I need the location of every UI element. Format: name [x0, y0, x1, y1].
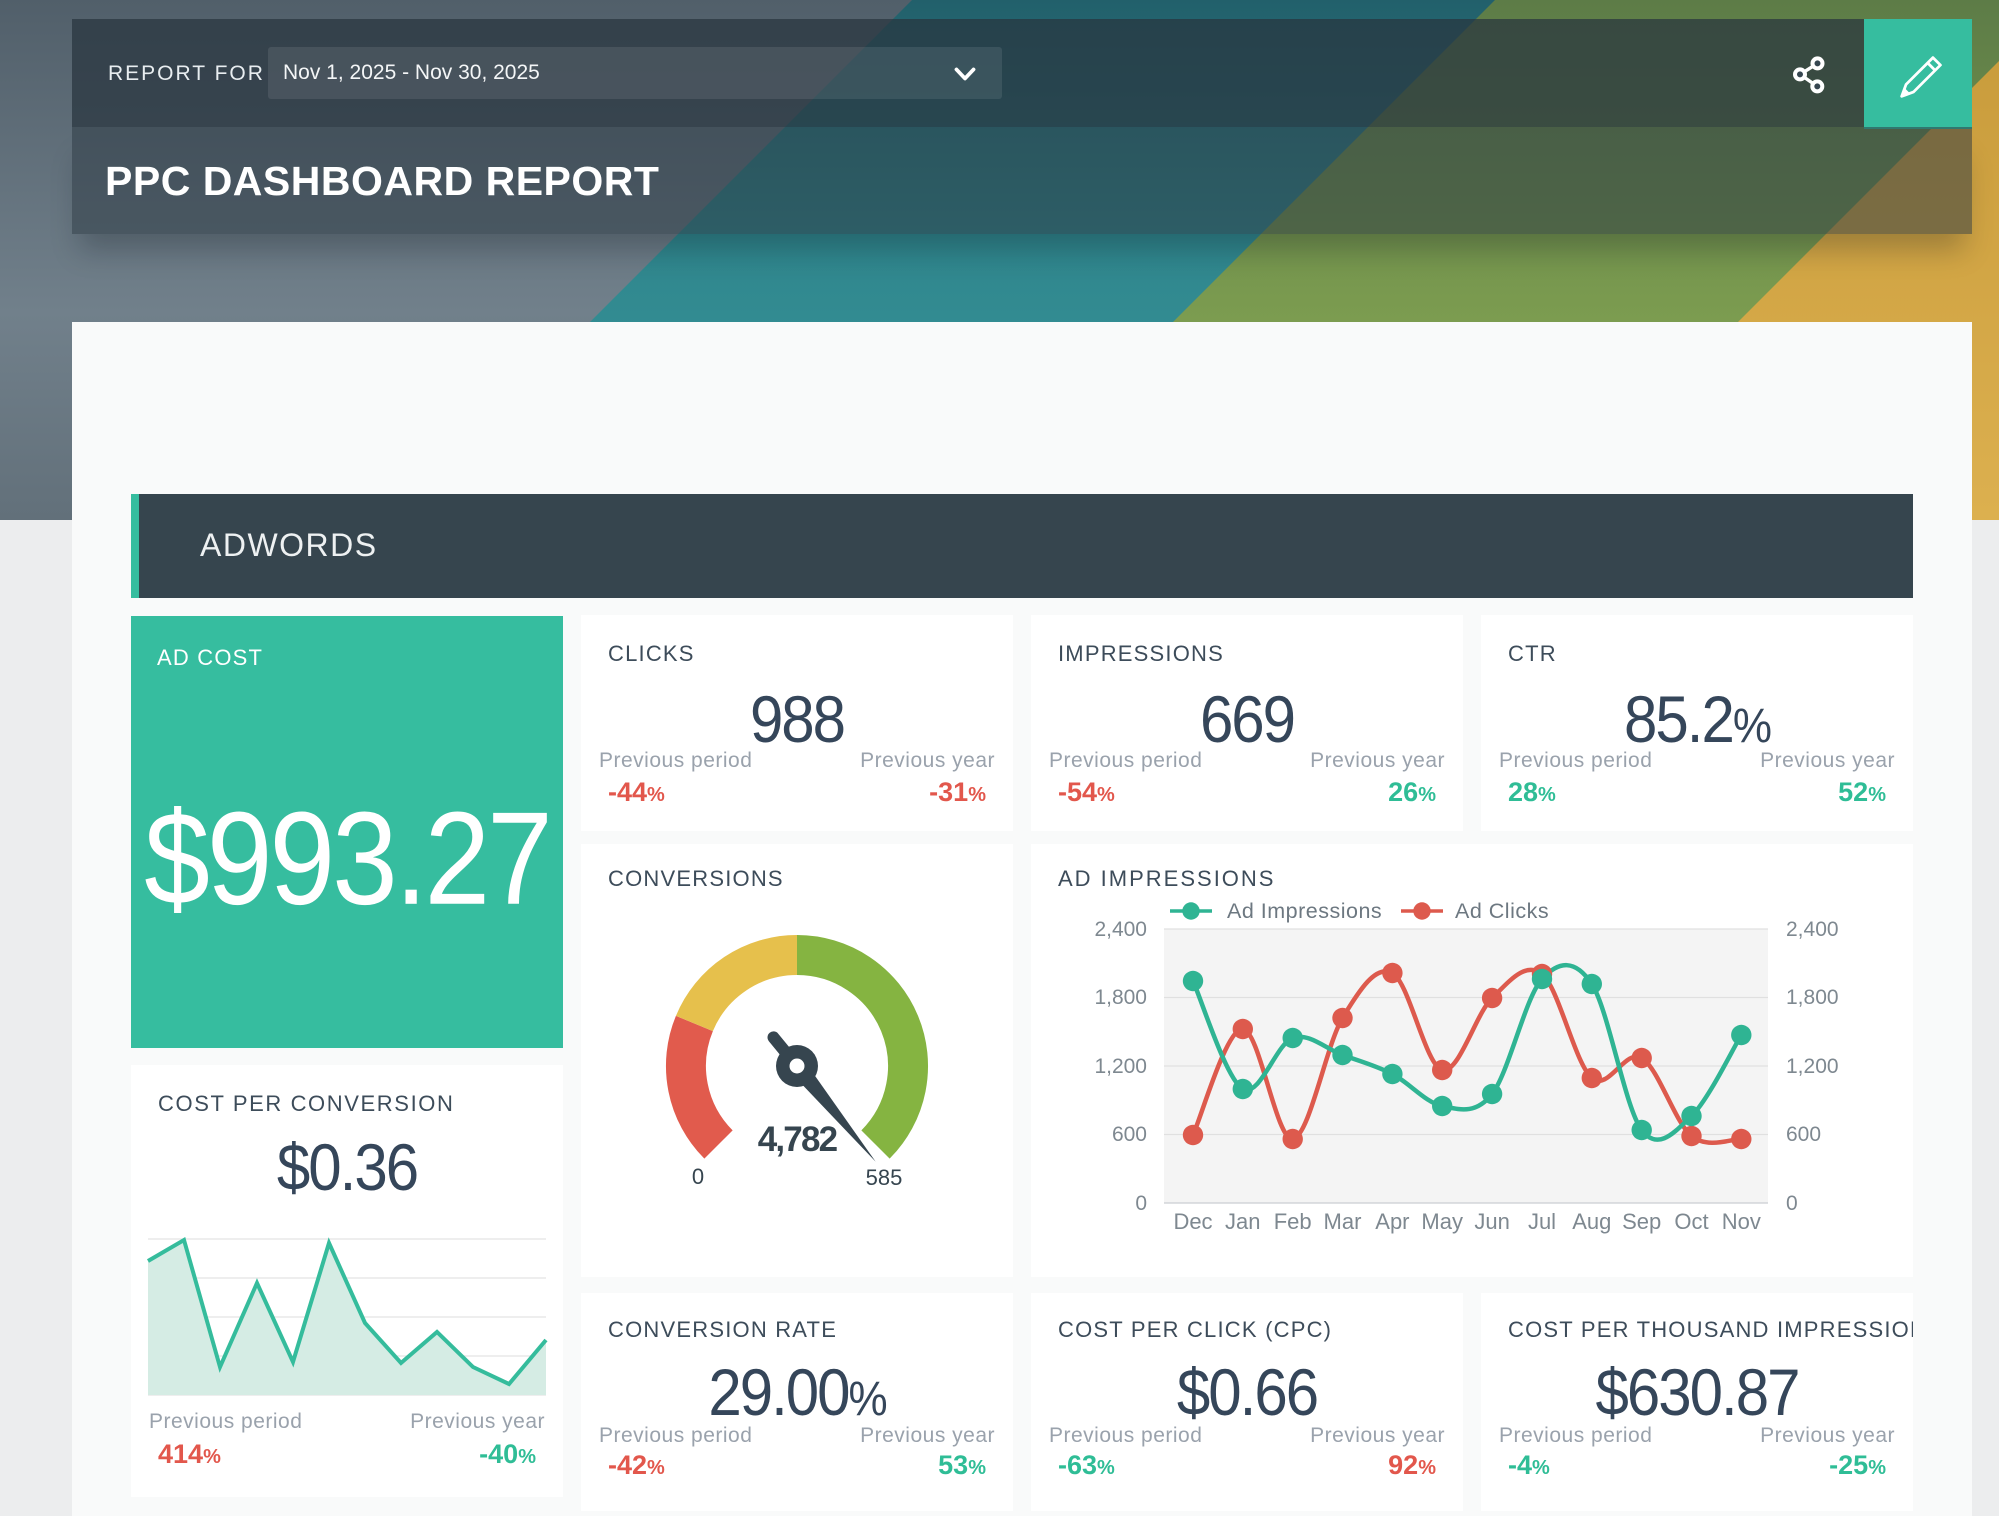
svg-text:Jul: Jul: [1528, 1209, 1556, 1234]
svg-text:4,782: 4,782: [758, 1120, 838, 1159]
svg-text:Jan: Jan: [1225, 1209, 1260, 1234]
svg-text:600: 600: [1786, 1123, 1821, 1146]
svg-text:Ad Impressions: Ad Impressions: [1227, 899, 1382, 923]
svg-text:Apr: Apr: [1375, 1209, 1409, 1234]
svg-text:0: 0: [692, 1164, 704, 1189]
svg-text:Aug: Aug: [1572, 1209, 1611, 1234]
svg-text:600: 600: [1112, 1123, 1147, 1146]
svg-text:1,200: 1,200: [1786, 1055, 1839, 1078]
svg-text:Jun: Jun: [1474, 1209, 1509, 1234]
svg-text:Oct: Oct: [1674, 1209, 1708, 1234]
svg-text:Dec: Dec: [1173, 1209, 1212, 1234]
svg-text:Ad Clicks: Ad Clicks: [1455, 899, 1549, 923]
svg-text:2,400: 2,400: [1786, 918, 1839, 941]
svg-text:1,800: 1,800: [1786, 986, 1839, 1009]
svg-text:Nov: Nov: [1722, 1209, 1761, 1234]
svg-text:Sep: Sep: [1622, 1209, 1661, 1234]
svg-text:1,800: 1,800: [1094, 986, 1147, 1009]
svg-text:0: 0: [1135, 1192, 1147, 1215]
svg-text:1,200: 1,200: [1094, 1055, 1147, 1078]
svg-text:0: 0: [1786, 1192, 1798, 1215]
svg-text:Feb: Feb: [1274, 1209, 1312, 1234]
svg-text:Mar: Mar: [1324, 1209, 1362, 1234]
svg-text:585: 585: [866, 1165, 903, 1190]
svg-text:2,400: 2,400: [1094, 918, 1147, 941]
svg-text:May: May: [1421, 1209, 1463, 1234]
